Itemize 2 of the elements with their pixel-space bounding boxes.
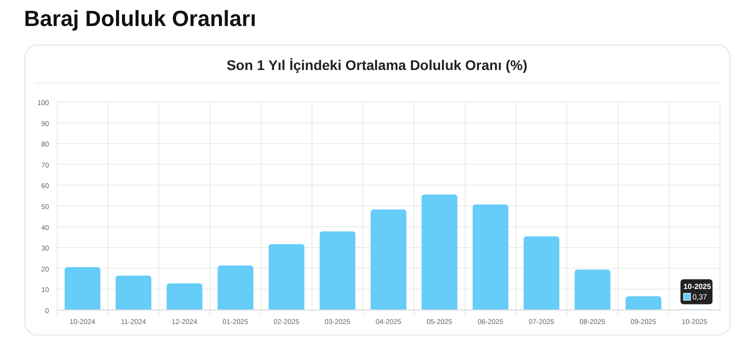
chart-title: Baraj Doluluk Oranları [24,6,256,31]
chart-subtitle: Son 1 Yıl İçindeki Ortalama Doluluk Oranı (%) [226,57,528,73]
